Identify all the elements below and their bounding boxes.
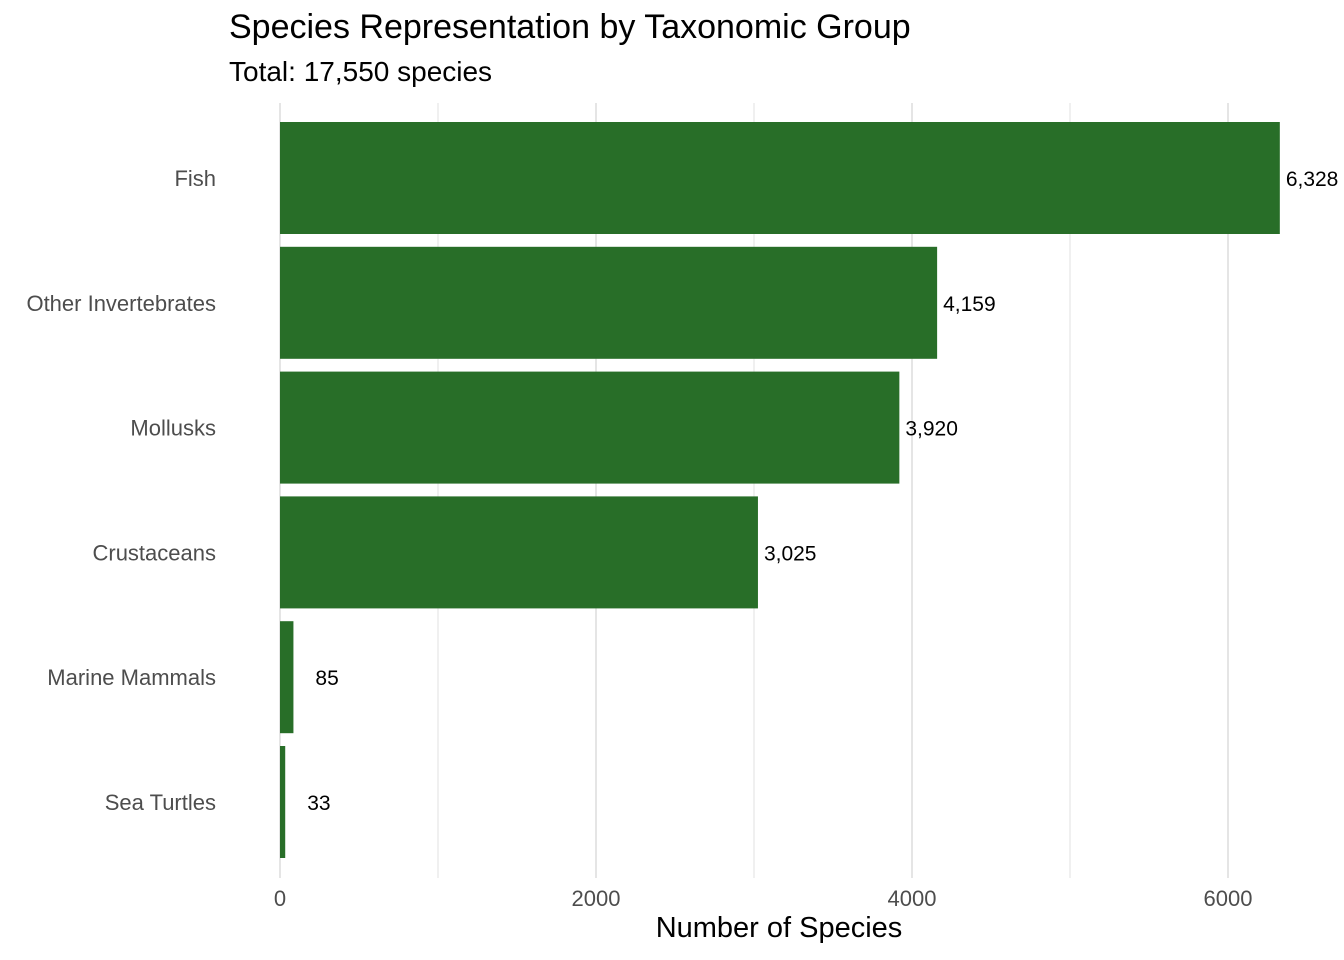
bar — [280, 621, 294, 734]
bar — [280, 746, 286, 858]
category-label: Fish — [174, 166, 216, 191]
category-label: Mollusks — [130, 416, 216, 441]
category-label: Marine Mammals — [47, 665, 216, 690]
category-label: Crustaceans — [92, 540, 216, 565]
bar — [280, 371, 900, 484]
category-label: Other Invertebrates — [26, 291, 216, 316]
x-tick-label: 6000 — [1204, 886, 1253, 911]
x-tick-labels: 0 2000 4000 6000 — [274, 886, 1253, 911]
bar — [280, 122, 1280, 234]
x-axis-label: Number of Species — [655, 912, 903, 944]
category-label: Sea Turtles — [105, 790, 216, 815]
chart-subtitle: Total: 17,550 species — [229, 56, 493, 87]
data-label: 3,025 — [764, 542, 817, 565]
x-tick-label: 2000 — [572, 886, 621, 911]
data-label: 85 — [315, 667, 338, 690]
bars-group — [280, 122, 1280, 858]
data-label: 4,159 — [943, 293, 996, 316]
data-label: 33 — [307, 792, 330, 815]
x-tick-label: 0 — [274, 886, 286, 911]
bar — [280, 246, 938, 359]
data-label: 3,920 — [905, 418, 958, 441]
x-tick-label: 4000 — [888, 886, 937, 911]
category-labels: Fish Other Invertebrates Mollusks Crustacea… — [26, 166, 216, 815]
data-label: 6,328 — [1286, 168, 1339, 191]
value-labels: 6,328 4,159 3,920 3,025 85 33 — [307, 168, 1338, 815]
bar — [280, 496, 758, 609]
chart-title: Species Representation by Taxonomic Grou… — [229, 8, 911, 46]
